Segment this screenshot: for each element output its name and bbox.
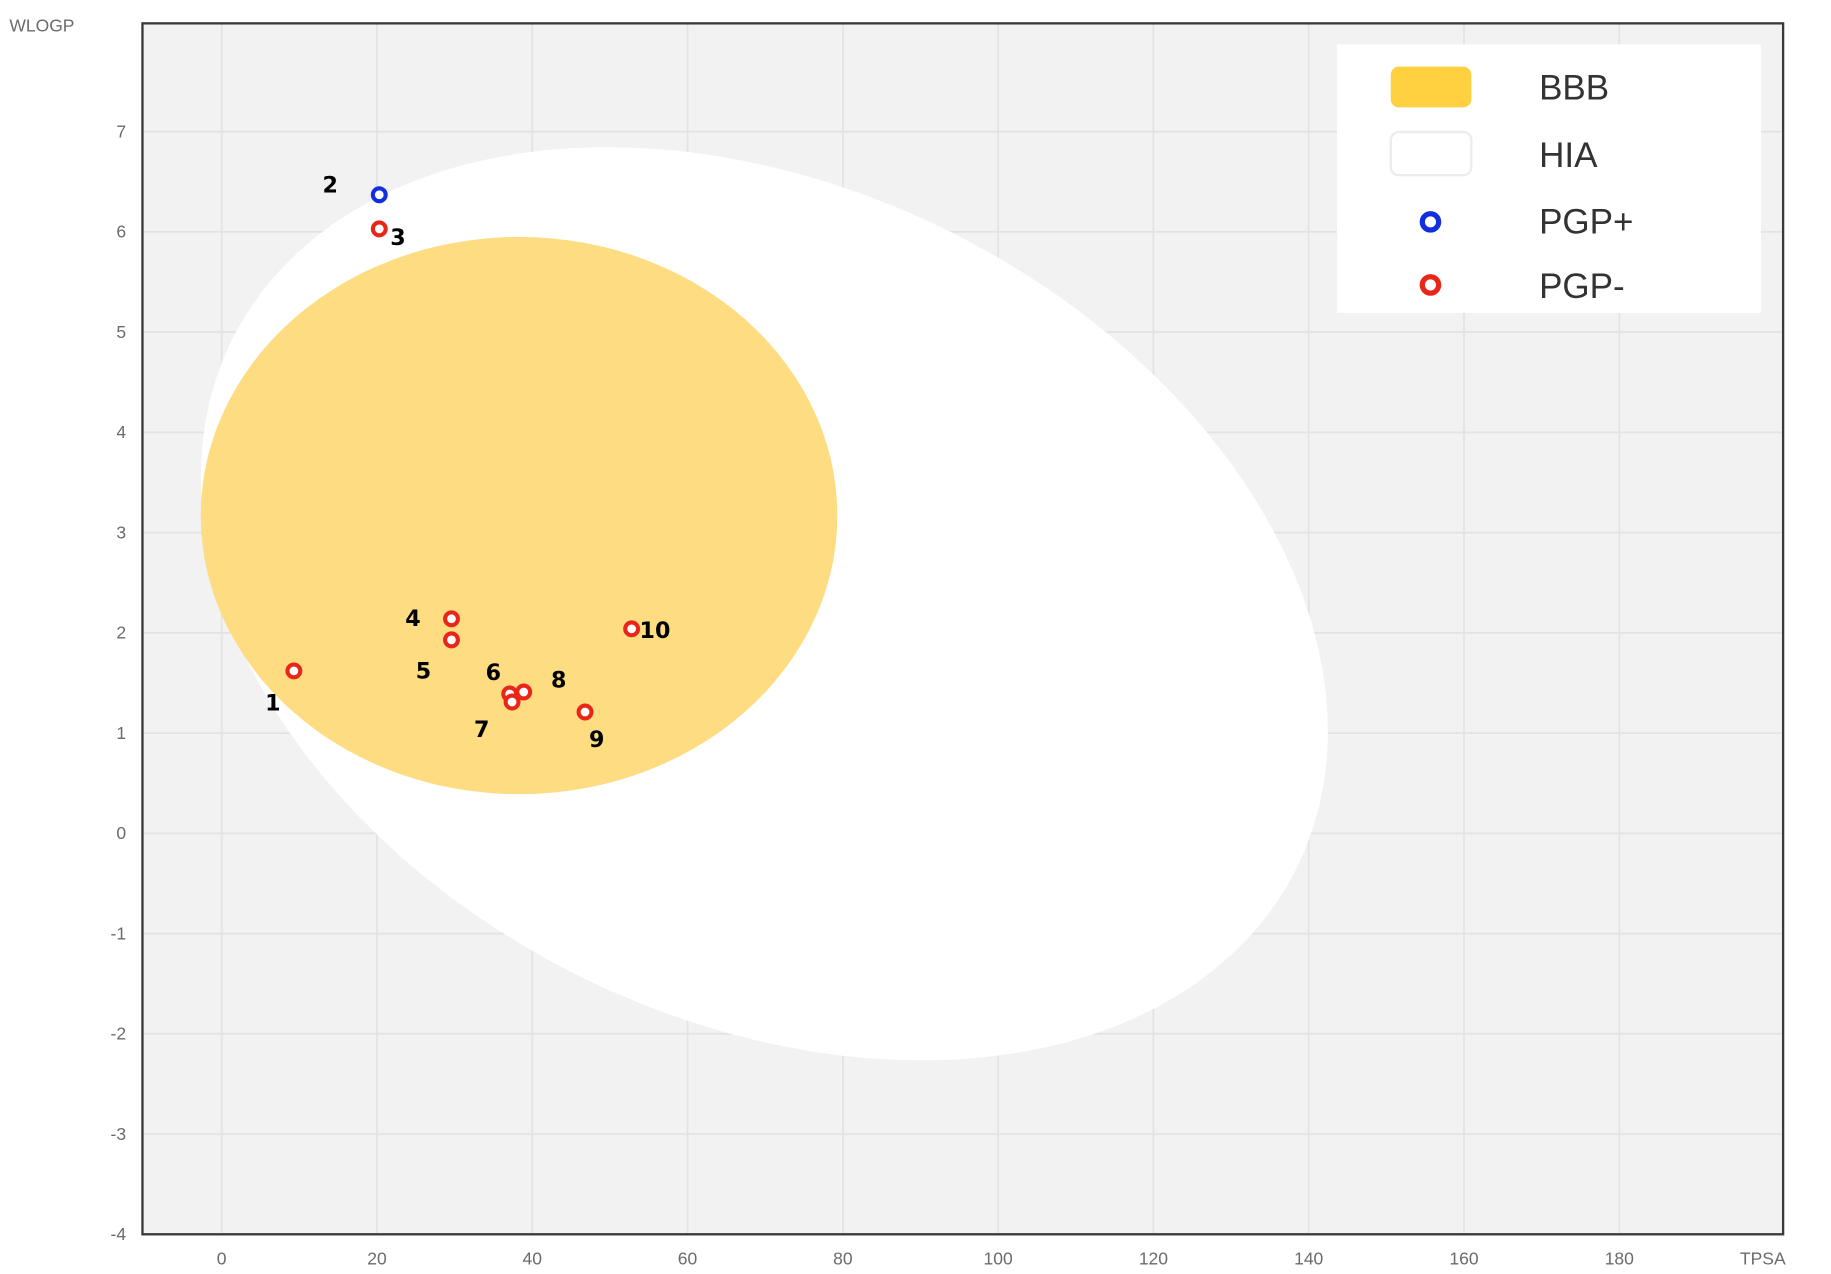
y-axis-label: WLOGP	[9, 16, 74, 36]
x-tick-label: 100	[984, 1249, 1013, 1269]
x-axis-label: TPSA	[1740, 1249, 1786, 1269]
legend-marker-pgp-plus	[1419, 211, 1442, 233]
x-tick-label: 120	[1139, 1249, 1168, 1269]
point-marker	[623, 620, 641, 638]
point-marker	[515, 683, 533, 701]
x-tick-label: 60	[678, 1249, 698, 1269]
data-points: 2 1 3 4 5 6 7 8 9 10	[265, 172, 670, 753]
y-tick-label: -1	[111, 923, 127, 943]
y-tick-label: 4	[116, 422, 126, 442]
point-label: 1	[265, 691, 280, 717]
legend-marker-pgp-minus	[1419, 274, 1442, 296]
x-tick-label: 20	[367, 1249, 387, 1269]
data-point-3: 3	[370, 220, 406, 251]
x-tick-label: 80	[833, 1249, 853, 1269]
legend-label-bbb: BBB	[1539, 68, 1609, 107]
data-point-2: 2	[323, 172, 388, 204]
point-marker	[576, 703, 594, 721]
legend: BBB HIA PGP+ PGP-	[1337, 44, 1761, 313]
data-point-9: 9	[576, 703, 604, 753]
data-point-4: 4	[405, 606, 460, 632]
data-point-10: 10	[623, 618, 671, 644]
legend-label-pgp-minus: PGP-	[1539, 267, 1625, 306]
x-tick-label: 40	[523, 1249, 543, 1269]
y-tick-label: -4	[111, 1224, 127, 1244]
x-tick-label: 0	[217, 1249, 227, 1269]
legend-swatch-hia	[1389, 130, 1473, 177]
y-tick-label: 3	[116, 522, 126, 542]
x-tick-label: 180	[1605, 1249, 1634, 1269]
y-tick-label: 5	[116, 322, 126, 342]
data-point-5: 5	[416, 631, 460, 684]
y-tick-label: 6	[116, 222, 126, 242]
y-tick-label: 7	[116, 121, 126, 141]
y-tick-label: 1	[116, 723, 126, 743]
point-label: 4	[405, 606, 420, 632]
legend-label-pgp-plus: PGP+	[1539, 203, 1633, 242]
point-marker	[285, 662, 303, 680]
point-label: 6	[486, 660, 501, 686]
x-tick-label: 160	[1449, 1249, 1478, 1269]
y-tick-label: 0	[116, 823, 126, 843]
data-point-1: 1	[265, 662, 303, 717]
point-marker	[443, 631, 460, 649]
point-marker	[443, 610, 460, 628]
point-marker	[370, 186, 388, 204]
legend-label-hia: HIA	[1539, 136, 1598, 175]
y-tick-label: 2	[116, 623, 126, 643]
point-label: 3	[390, 225, 405, 251]
point-label: 2	[323, 172, 338, 198]
point-label: 7	[474, 717, 489, 743]
point-label: 8	[551, 667, 566, 693]
legend-swatch-bbb	[1390, 66, 1472, 108]
y-tick-label: -3	[111, 1124, 127, 1144]
point-marker	[503, 693, 521, 711]
point-label: 9	[589, 727, 604, 753]
plot-frame	[141, 22, 1785, 1236]
data-point-7: 7	[474, 693, 521, 743]
y-tick-label: -2	[111, 1024, 127, 1044]
bbb-region	[200, 236, 838, 795]
x-tick-label: 140	[1294, 1249, 1323, 1269]
point-label: 10	[640, 618, 671, 644]
data-point-8: 8	[515, 667, 566, 701]
axis-ticks: 0 20 40 60 80 100 120 140 160 180 -4 -3 -2 -1 0 1 2 3 4 5 6 7	[111, 121, 1635, 1268]
point-label: 5	[416, 658, 431, 684]
point-marker	[370, 220, 388, 238]
